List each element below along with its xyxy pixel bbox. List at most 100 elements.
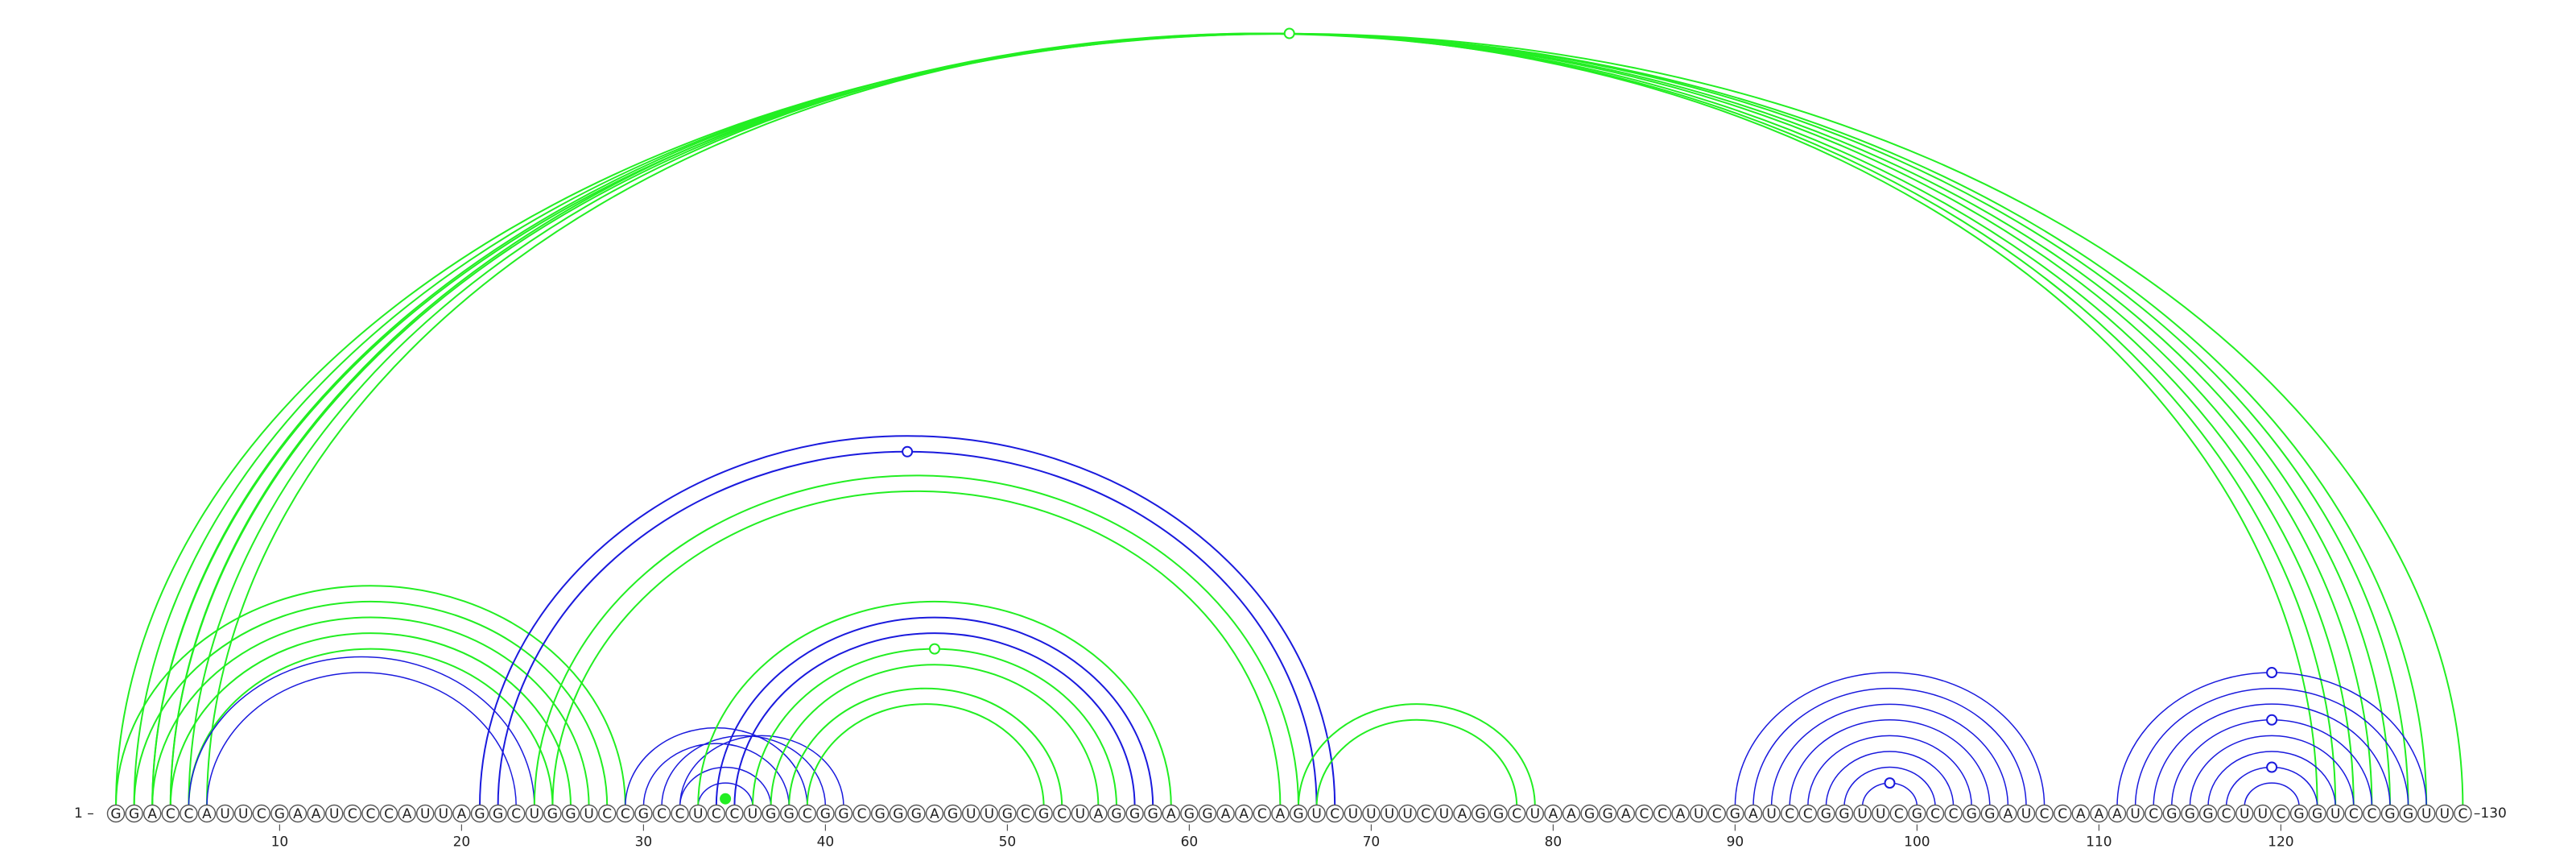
nucleotide-75: A bbox=[1458, 806, 1468, 822]
nucleotide-124: C bbox=[2349, 806, 2359, 822]
nucleotide-100: G bbox=[1912, 806, 1922, 822]
nucleotide-circle-18 bbox=[416, 804, 435, 823]
arc-34-58 bbox=[715, 616, 1154, 807]
nucleotide-1: G bbox=[110, 806, 121, 822]
nucleotide-circle-126 bbox=[2380, 804, 2400, 823]
nucleotide-23: C bbox=[511, 806, 521, 822]
tick-label-50: 50 bbox=[999, 834, 1017, 851]
nucleotide-96: G bbox=[1839, 806, 1849, 822]
nucleotide-105: A bbox=[2004, 806, 2013, 822]
nucleotide-circle-101 bbox=[1926, 804, 1945, 823]
nucleotide-circle-61 bbox=[1198, 804, 1217, 823]
arc-marker-97-100 bbox=[1884, 777, 1896, 789]
nucleotide-circle-55 bbox=[1089, 804, 1108, 823]
nucleotide-circle-40 bbox=[816, 804, 835, 823]
nucleotide-79: U bbox=[1530, 806, 1540, 822]
nucleotide-60: G bbox=[1184, 806, 1195, 822]
nucleotide-77: G bbox=[1493, 806, 1504, 822]
nucleotide-circle-87 bbox=[1671, 804, 1690, 823]
nucleotide-circle-106 bbox=[2017, 804, 2036, 823]
nucleotide-61: G bbox=[1202, 806, 1212, 822]
nucleotide-4: C bbox=[166, 806, 175, 822]
nucleotide-69: U bbox=[1348, 806, 1358, 822]
arc-90-107 bbox=[1734, 672, 2046, 807]
nucleotide-circle-83 bbox=[1598, 804, 1617, 823]
nucleotide-circle-29 bbox=[616, 804, 634, 823]
nucleotide-3: A bbox=[147, 806, 157, 822]
nucleotide-circle-119 bbox=[2253, 804, 2273, 823]
arc-3-126 bbox=[151, 32, 2391, 807]
nucleotide-37: G bbox=[766, 806, 776, 822]
nucleotide-73: C bbox=[1421, 806, 1430, 822]
nucleotide-circle-86 bbox=[1653, 804, 1672, 823]
nucleotide-84: A bbox=[1621, 806, 1631, 822]
sequence-start-label: 1 – bbox=[74, 805, 94, 822]
arc-5-123 bbox=[188, 32, 2337, 807]
nucleotide-circle-108 bbox=[2053, 804, 2072, 823]
nucleotide-55: A bbox=[1094, 806, 1104, 822]
nucleotide-circle-123 bbox=[2326, 804, 2345, 823]
nucleotide-circle-15 bbox=[361, 804, 380, 823]
arc-marker-1-130 bbox=[1283, 27, 1295, 39]
nucleotide-circle-39 bbox=[798, 804, 816, 823]
nucleotide-circle-11 bbox=[288, 804, 308, 823]
nucleotide-49: U bbox=[985, 806, 994, 822]
nucleotide-circle-20 bbox=[452, 804, 471, 823]
arc-31-40 bbox=[661, 735, 827, 807]
nucleotide-circle-60 bbox=[1180, 804, 1199, 823]
nucleotide-64: C bbox=[1257, 806, 1267, 822]
nucleotide-72: U bbox=[1402, 806, 1412, 822]
nucleotide-82: G bbox=[1584, 806, 1595, 822]
arc-2-128 bbox=[133, 32, 2428, 807]
arc-markers bbox=[720, 27, 2278, 805]
nucleotide-circle-63 bbox=[1234, 804, 1253, 823]
arc-91-106 bbox=[1752, 687, 2027, 807]
arc-3-127 bbox=[151, 32, 2409, 807]
nucleotide-circle-34 bbox=[707, 804, 725, 823]
arc-95-102 bbox=[1825, 751, 1955, 807]
nucleotide-circle-8 bbox=[234, 804, 253, 823]
nucleotide-32: C bbox=[675, 806, 685, 822]
nucleotide-circle-88 bbox=[1689, 804, 1708, 823]
nucleotide-19: U bbox=[439, 806, 448, 822]
nucleotide-11: A bbox=[293, 806, 303, 822]
nucleotide-13: U bbox=[329, 806, 339, 822]
nucleotide-116: G bbox=[2202, 806, 2213, 822]
nucleotide-80: A bbox=[1549, 806, 1558, 822]
nucleotide-circle-89 bbox=[1707, 804, 1727, 823]
nucleotide-circle-38 bbox=[780, 804, 799, 823]
nucleotide-circle-124 bbox=[2344, 804, 2363, 823]
nucleotide-circle-104 bbox=[1980, 804, 2000, 823]
nucleotide-24: U bbox=[530, 806, 539, 822]
nucleotide-circle-4 bbox=[161, 804, 180, 823]
nucleotide-53: C bbox=[1057, 806, 1067, 822]
arc-marker-114-125 bbox=[2266, 714, 2278, 726]
nucleotide-92: U bbox=[1766, 806, 1776, 822]
arc-22-67 bbox=[497, 450, 1318, 807]
arc-1-29 bbox=[115, 585, 626, 807]
arc-2-28 bbox=[133, 600, 609, 807]
nucleotide-6: A bbox=[202, 806, 212, 822]
nucleotide-87: A bbox=[1676, 806, 1686, 822]
nucleotide-circle-103 bbox=[1962, 804, 1981, 823]
sequence-end-label: –130 bbox=[2474, 805, 2507, 822]
nucleotide-107: C bbox=[2040, 806, 2050, 822]
nucleotide-circle-2 bbox=[125, 804, 143, 823]
arc-67-78 bbox=[1315, 718, 1518, 807]
nucleotide-86: C bbox=[1657, 806, 1667, 822]
nucleotide-76: G bbox=[1475, 806, 1485, 822]
nucleotide-50: G bbox=[1002, 806, 1013, 822]
nucleotide-circle-105 bbox=[1999, 804, 2017, 823]
arc-66-79 bbox=[1298, 703, 1536, 807]
nucleotide-35: C bbox=[729, 806, 739, 822]
nucleotide-129: U bbox=[2440, 806, 2450, 822]
nucleotide-circle-24 bbox=[525, 804, 543, 823]
nucleotide-93: C bbox=[1785, 806, 1794, 822]
nucleotide-41: G bbox=[838, 806, 848, 822]
position-ruler: 10 20 30 40 50 60 70 80 90 100 110 120 bbox=[271, 824, 2294, 851]
nucleotide-circle-65 bbox=[1271, 804, 1290, 823]
nucleotide-14: C bbox=[348, 806, 357, 822]
arc-115-124 bbox=[2189, 735, 2355, 807]
tick-label-10: 10 bbox=[271, 834, 289, 851]
arc-117-122 bbox=[2225, 766, 2318, 807]
